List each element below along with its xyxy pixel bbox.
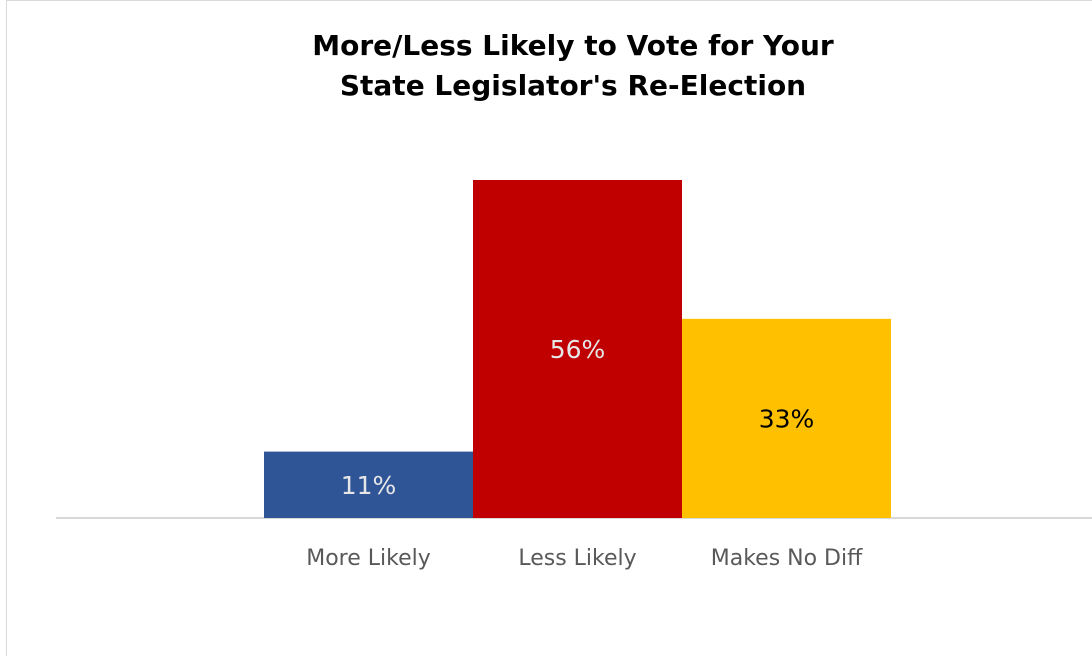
bar-makes-no-diff	[682, 318, 891, 518]
category-labels-group: More Likely Less Likely Makes No Diff	[306, 546, 863, 571]
category-label-less-likely: Less Likely	[518, 546, 636, 571]
bar-less-likely	[473, 180, 682, 518]
data-label-less-likely: 56%	[550, 335, 606, 364]
category-label-makes-no-diff: Makes No Diff	[711, 546, 863, 571]
chart-title-line-2: State Legislator's Re-Election	[339, 69, 807, 102]
bars-group	[264, 180, 891, 518]
data-labels-group: 11% 56% 33%	[341, 335, 815, 500]
data-label-makes-no-diff: 33%	[759, 404, 815, 433]
category-label-more-likely: More Likely	[306, 546, 431, 571]
chart-title: More/Less Likely to Vote for Your State …	[0, 26, 1092, 106]
chart-title-line-1: More/Less Likely to Vote for Your	[312, 29, 834, 62]
data-label-more-likely: 11%	[341, 471, 397, 500]
bar-more-likely	[264, 451, 473, 518]
chart-frame	[6, 0, 1092, 656]
